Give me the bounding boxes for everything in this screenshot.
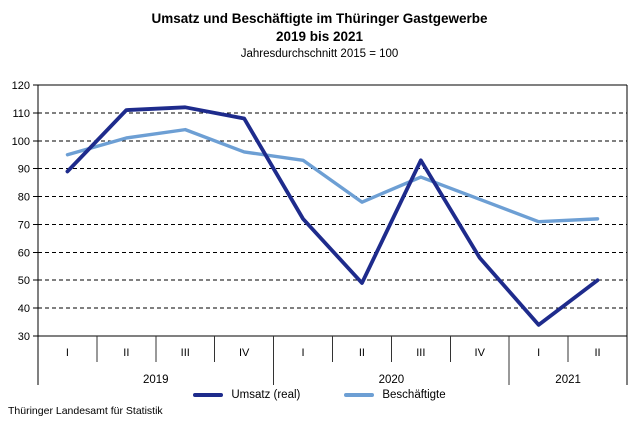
quarter-label: II [359,347,365,359]
legend-label-umsatz: Umsatz (real) [231,389,301,401]
series-line-umsatz [65,105,600,327]
y-axis-label-70: 70 [18,219,30,231]
quarter-label: I [537,347,540,359]
legend-item-beschaeftigte: Beschäftigte [344,389,446,401]
source-credit: Thüringer Landesamt für Statistik [8,405,163,417]
quarter-label: IV [475,347,486,359]
year-label-2019: 2019 [143,374,169,386]
y-axis-label-80: 80 [18,192,30,204]
quarter-label: II [123,347,129,359]
chart-title-line1: Umsatz und Beschäftigte im Thüringer Gas… [151,11,488,26]
chart-title-line2: 2019 bis 2021 [275,29,364,44]
y-axis-label-90: 90 [18,164,30,176]
y-axis-label-120: 120 [12,80,30,92]
beschaeftigte-line-swatch [344,393,375,397]
chart-title-block: Umsatz und Beschäftigte im Thüringer Gas… [0,10,639,63]
year-label-2020: 2020 [379,374,405,386]
legend-label-beschaeftigte: Beschäftigte [382,389,446,401]
y-axis-label-60: 60 [18,247,30,259]
chart-legend: Umsatz (real) Beschäftigte [0,389,639,401]
quarter-label: III [181,347,190,359]
y-axis-label-40: 40 [18,303,30,315]
y-axis-label-110: 110 [12,108,30,120]
quarter-label: IV [239,347,250,359]
y-axis-label-50: 50 [18,275,30,287]
quarter-label: I [66,347,69,359]
y-axis-label-100: 100 [12,136,30,148]
y-axis-label-30: 30 [18,331,30,343]
series-line-beschaeftigte [65,127,600,224]
umsatz-line-swatch [193,393,224,397]
year-label-2021: 2021 [555,374,581,386]
quarter-label: I [302,347,305,359]
chart-subtitle: Jahresdurchschnitt 2015 = 100 [240,48,399,60]
quarter-label: III [416,347,425,359]
legend-item-umsatz: Umsatz (real) [193,389,300,401]
quarter-label: II [594,347,600,359]
